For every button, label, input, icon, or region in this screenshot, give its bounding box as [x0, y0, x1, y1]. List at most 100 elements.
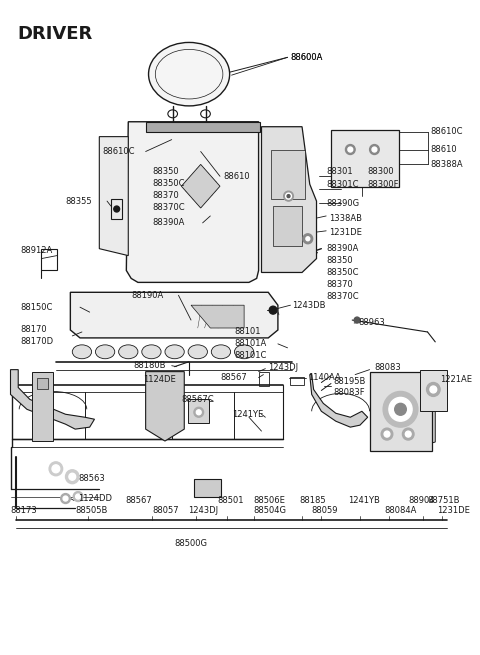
Circle shape — [348, 147, 353, 152]
Ellipse shape — [211, 345, 230, 359]
Text: 1243DB: 1243DB — [292, 301, 326, 310]
Circle shape — [346, 145, 355, 155]
Polygon shape — [11, 369, 95, 429]
Bar — [259, 371, 269, 386]
Ellipse shape — [148, 43, 229, 106]
Bar — [420, 369, 447, 411]
Bar — [273, 206, 302, 246]
Circle shape — [405, 431, 411, 437]
Bar — [194, 479, 221, 496]
Text: 88563: 88563 — [78, 474, 105, 483]
Circle shape — [73, 492, 83, 502]
Text: 88506E: 88506E — [254, 496, 286, 505]
Text: 88904: 88904 — [408, 496, 435, 505]
Text: 88567C: 88567C — [181, 395, 214, 404]
Circle shape — [69, 474, 76, 480]
Circle shape — [370, 145, 379, 155]
Bar — [271, 149, 305, 199]
Text: 88500G: 88500G — [175, 538, 207, 548]
Circle shape — [402, 428, 414, 440]
Text: 1243DJ: 1243DJ — [188, 506, 218, 515]
Text: 88600A: 88600A — [290, 53, 323, 62]
Text: 88190A: 88190A — [131, 291, 163, 300]
Bar — [331, 130, 398, 187]
Ellipse shape — [96, 345, 115, 359]
Polygon shape — [71, 292, 278, 338]
Circle shape — [60, 494, 71, 504]
Polygon shape — [191, 305, 244, 328]
Text: 1338AB: 1338AB — [329, 214, 362, 223]
Text: 1231DE: 1231DE — [437, 506, 470, 515]
Text: 1241YB: 1241YB — [348, 496, 380, 505]
Text: 88370C: 88370C — [153, 202, 185, 212]
Circle shape — [196, 410, 201, 415]
Text: 88300F: 88300F — [368, 179, 399, 189]
Text: 88059: 88059 — [312, 506, 338, 515]
Text: 88912A: 88912A — [20, 246, 52, 255]
Text: 88610: 88610 — [431, 145, 457, 154]
Bar — [145, 122, 260, 132]
Text: 88610: 88610 — [223, 172, 250, 181]
Text: 1221AE: 1221AE — [440, 375, 472, 384]
Text: 88084A: 88084A — [384, 506, 417, 515]
Text: 88301: 88301 — [326, 167, 353, 176]
Text: 88751B: 88751B — [428, 496, 460, 505]
Text: 88300: 88300 — [368, 167, 394, 176]
Text: 88350: 88350 — [153, 167, 179, 176]
Ellipse shape — [165, 345, 184, 359]
Polygon shape — [99, 137, 128, 255]
Text: 1124DE: 1124DE — [143, 375, 176, 384]
Text: 88180B: 88180B — [133, 361, 166, 370]
Text: 88173: 88173 — [11, 506, 37, 515]
Text: 1124DD: 1124DD — [78, 494, 112, 503]
Text: 88101: 88101 — [234, 328, 261, 337]
Text: 88370C: 88370C — [326, 291, 359, 301]
Text: 88355: 88355 — [66, 196, 92, 206]
Circle shape — [269, 306, 277, 314]
Text: 88504G: 88504G — [254, 506, 287, 515]
Polygon shape — [262, 126, 316, 272]
Text: 88963: 88963 — [358, 318, 385, 327]
Ellipse shape — [234, 345, 254, 359]
Polygon shape — [126, 122, 259, 282]
Circle shape — [114, 206, 120, 212]
Bar — [32, 371, 53, 441]
Text: 88610C: 88610C — [102, 147, 135, 156]
Circle shape — [63, 496, 68, 501]
Ellipse shape — [72, 345, 92, 359]
Bar — [41, 249, 57, 271]
Circle shape — [194, 407, 204, 417]
Circle shape — [395, 403, 406, 415]
Polygon shape — [181, 164, 220, 208]
Circle shape — [52, 465, 60, 473]
Polygon shape — [372, 379, 435, 451]
Circle shape — [306, 236, 310, 241]
Circle shape — [284, 191, 293, 201]
Text: 1243DJ: 1243DJ — [268, 363, 299, 372]
Circle shape — [287, 195, 290, 198]
Circle shape — [66, 470, 79, 483]
Text: 1140AA: 1140AA — [308, 373, 341, 382]
Text: 88610C: 88610C — [431, 127, 463, 136]
Text: 88101C: 88101C — [234, 351, 267, 360]
Text: 88501: 88501 — [217, 496, 243, 505]
Text: 88301C: 88301C — [326, 179, 359, 189]
Circle shape — [354, 317, 360, 323]
Text: 88390G: 88390G — [326, 198, 360, 208]
Circle shape — [286, 193, 291, 199]
Text: 88350: 88350 — [326, 256, 353, 265]
Text: DRIVER: DRIVER — [17, 25, 93, 43]
Polygon shape — [310, 375, 368, 427]
Text: 88150C: 88150C — [20, 303, 52, 312]
Ellipse shape — [119, 345, 138, 359]
Bar — [111, 199, 122, 219]
Text: 1231DE: 1231DE — [329, 229, 362, 237]
Circle shape — [381, 428, 393, 440]
Text: 88195B: 88195B — [333, 377, 365, 386]
Text: 88567: 88567 — [125, 496, 152, 505]
Ellipse shape — [188, 345, 207, 359]
Text: 88390A: 88390A — [326, 244, 359, 253]
Text: 88057: 88057 — [153, 506, 179, 515]
Text: 88600A: 88600A — [290, 53, 323, 62]
Bar — [370, 371, 432, 451]
